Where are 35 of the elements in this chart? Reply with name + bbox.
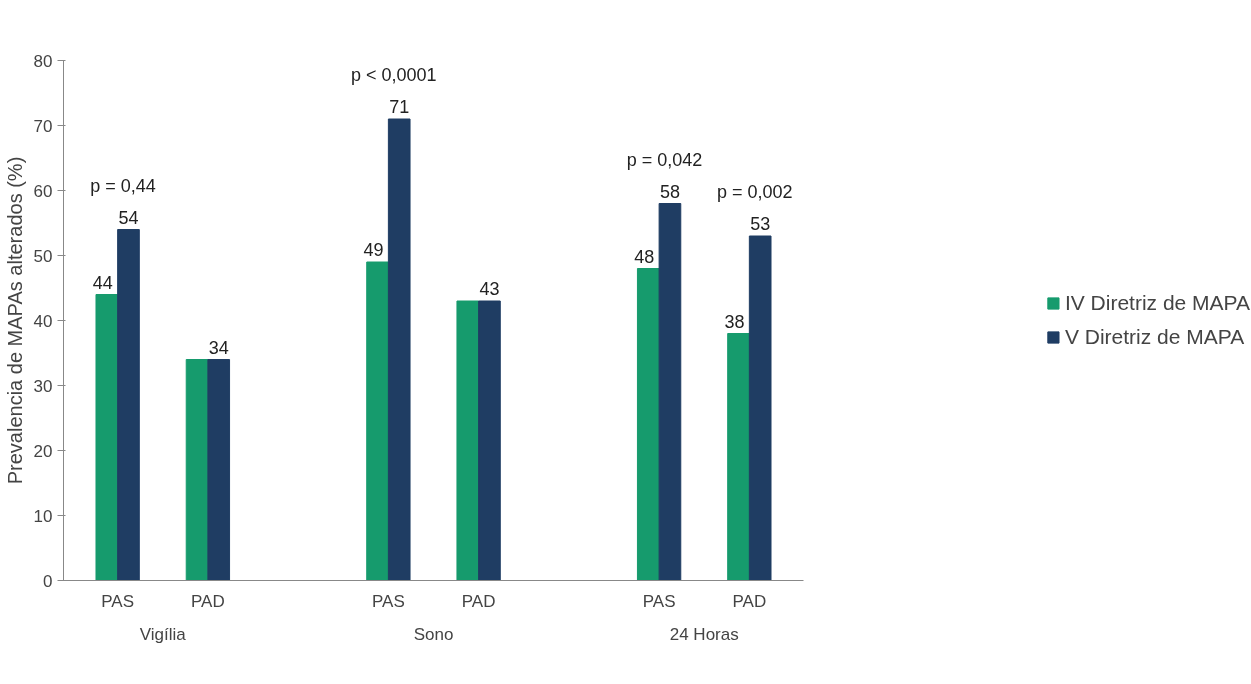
- text: 24 Horas: [669, 624, 739, 644]
- text: Vigília: [139, 624, 187, 644]
- annotation: p < 0,0001: [351, 65, 437, 85]
- annotation: p = 0,44: [90, 175, 156, 196]
- data-label: 58: [659, 181, 680, 202]
- data-label: 38: [724, 311, 745, 332]
- x-tick-label: PAD: [732, 591, 767, 611]
- y-tick-label: 70: [33, 116, 53, 136]
- y-tick-label: 20: [33, 441, 53, 461]
- y-tick-label: 60: [33, 181, 53, 201]
- y-tick-label: 30: [33, 376, 53, 396]
- annotation: p = 0,042: [626, 149, 703, 170]
- annotation: p = 0,002: [716, 182, 793, 202]
- x-tick-label: PAD: [461, 591, 496, 611]
- data-label: 48: [634, 246, 655, 267]
- y-tick-label: 0: [43, 571, 53, 591]
- y-tick-label: 40: [33, 311, 53, 331]
- data-label: 54: [118, 207, 139, 228]
- y-tick-label: 80: [33, 51, 53, 71]
- data-label: 34: [208, 337, 229, 358]
- data-label: 71: [389, 97, 410, 117]
- y-tick-label: 10: [33, 506, 53, 526]
- x-tick-label: PAS: [642, 591, 676, 611]
- text: Sono: [413, 624, 454, 644]
- x-tick-label: PAD: [191, 591, 225, 611]
- y-tick-label: 50: [33, 246, 53, 266]
- data-label: 43: [479, 279, 500, 299]
- x-tick-label: PAS: [372, 591, 405, 611]
- data-label: 49: [363, 240, 384, 260]
- data-label: 53: [750, 214, 771, 234]
- x-tick-label: PAS: [101, 591, 135, 611]
- legend-label: V Diretriz de MAPA: [1064, 325, 1245, 349]
- data-label: 44: [92, 272, 113, 293]
- legend-label: IV Diretriz de MAPA: [1064, 291, 1251, 315]
- y-axis-title: Prevalencia de MAPAs alterados (%): [3, 156, 26, 485]
